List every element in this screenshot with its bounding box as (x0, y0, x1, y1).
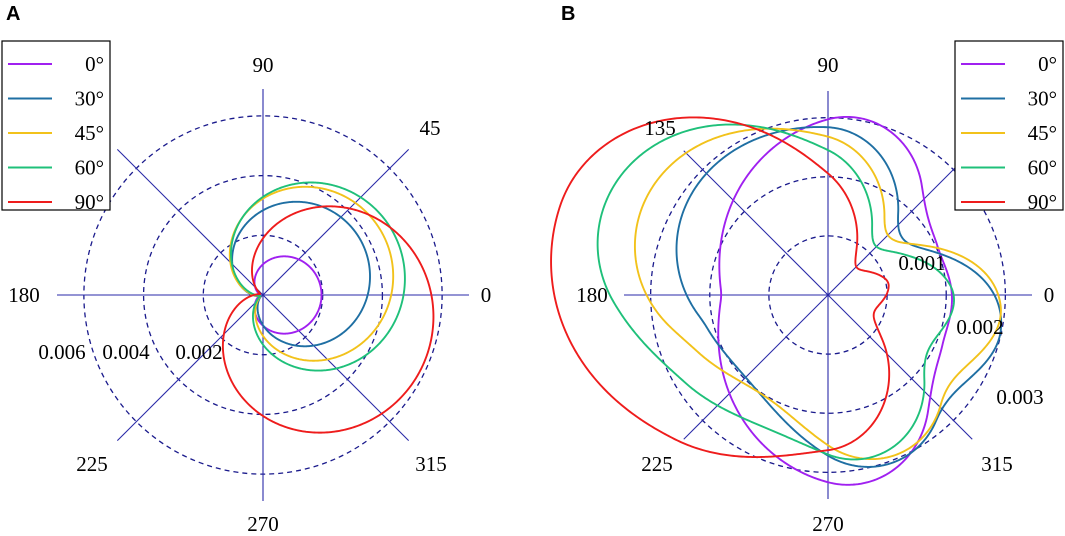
polar-chart-b: 0 90 135 180 225 270 315 0.001 0.002 0.003 0° 30° 45… (550, 40, 1064, 536)
legend-label-3: 45° (1028, 121, 1057, 145)
polar-chart-a: 0 45 90 180 225 270 315 0.002 0.004 0.006 0° 30° 45°… (1, 40, 492, 536)
angle-label-180: 180 (8, 283, 40, 307)
angle-spoke-225 (683, 294, 829, 440)
series-line-5 (550, 116, 891, 459)
angle-label-270: 270 (812, 512, 844, 536)
legend-label-3: 45° (75, 121, 104, 145)
angle-label-315: 315 (415, 452, 447, 476)
angle-label-90: 90 (253, 53, 274, 77)
angle-label-225: 225 (641, 452, 673, 476)
series-line-3 (228, 185, 395, 362)
angle-label-0: 0 (481, 283, 492, 307)
radial-label-3: 0.003 (996, 385, 1043, 409)
legend-label-5: 90° (75, 190, 104, 214)
legend-box (1, 40, 111, 211)
legend-box (954, 40, 1064, 211)
radial-label-3: 0.006 (38, 340, 85, 364)
legend-label-5: 90° (1028, 190, 1057, 214)
legend-label-4: 60° (1028, 156, 1057, 180)
series-line-3 (633, 127, 1002, 461)
legend-label-4: 60° (75, 156, 104, 180)
angle-label-270: 270 (247, 512, 279, 536)
angle-spoke-315 (827, 294, 973, 440)
angle-spoke-225 (116, 294, 264, 442)
angle-spoke-45 (827, 150, 973, 296)
legend-label-2: 30° (1028, 87, 1057, 111)
panel-label-b: B (561, 3, 575, 25)
series-line-1 (717, 115, 953, 486)
radial-label-2: 0.004 (102, 340, 150, 364)
angle-label-180: 180 (576, 283, 608, 307)
angle-label-90: 90 (818, 53, 839, 77)
legend-label-1: 0° (85, 52, 104, 76)
panel-label-a: A (6, 3, 20, 25)
radial-label-1: 0.001 (898, 251, 945, 275)
legend: 0° 30° 45° 60° 90° (1, 40, 111, 214)
angle-label-135: 135 (644, 116, 676, 140)
legend-label-1: 0° (1038, 52, 1057, 76)
angle-spoke-45 (262, 148, 410, 296)
angle-label-45: 45 (420, 116, 441, 140)
series-line-2 (675, 126, 1003, 468)
radial-label-2: 0.002 (956, 315, 1003, 339)
angle-label-315: 315 (981, 452, 1013, 476)
legend-label-2: 30° (75, 87, 104, 111)
series-line-4 (596, 123, 955, 461)
angle-label-225: 225 (76, 452, 108, 476)
legend: 0° 30° 45° 60° 90° (954, 40, 1064, 214)
angle-spoke-135 (683, 150, 829, 296)
angle-spoke-135 (116, 148, 264, 296)
radial-label-1: 0.002 (175, 340, 222, 364)
angle-label-0: 0 (1044, 283, 1055, 307)
series-line-5 (221, 205, 435, 434)
